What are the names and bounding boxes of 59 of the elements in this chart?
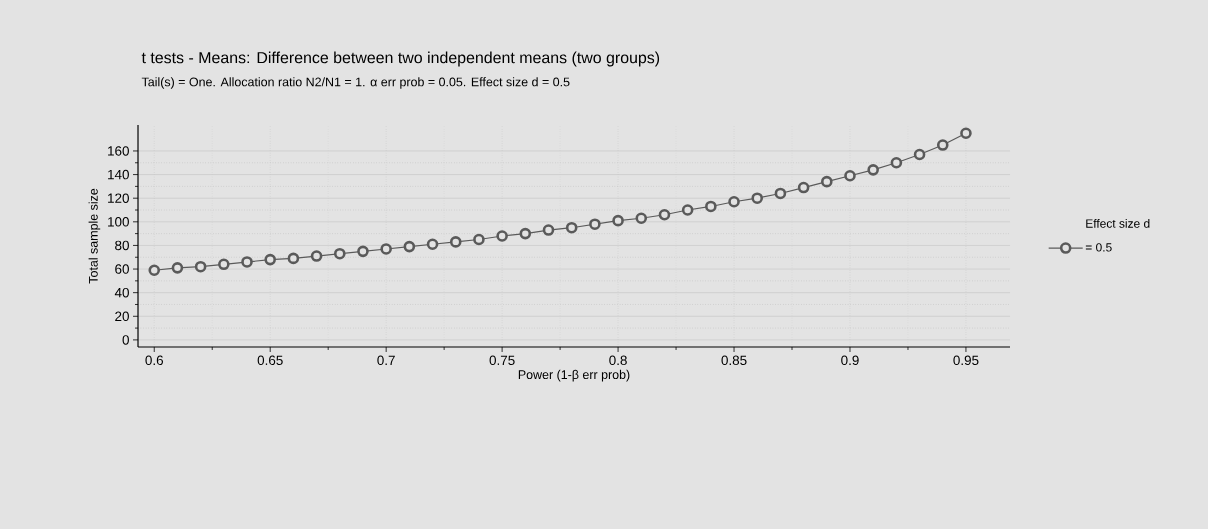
- point: [565, 221, 578, 234]
- point: [821, 175, 833, 188]
- point: [867, 164, 879, 176]
- point: [681, 204, 694, 216]
- x-tick-label: 0.65: [257, 355, 283, 366]
- point: [449, 236, 462, 248]
- point: [241, 256, 253, 268]
- y-tick-label: 140: [108, 169, 129, 180]
- point: [148, 264, 161, 277]
- point: [705, 200, 717, 213]
- point: [171, 262, 184, 274]
- point: [426, 238, 439, 251]
- point: [310, 250, 323, 262]
- point: [960, 127, 972, 140]
- x-tick-label: 0.7: [377, 355, 395, 366]
- x-tick-label: 0.6: [145, 355, 163, 366]
- point: [797, 181, 810, 194]
- point: [473, 233, 485, 246]
- y-tick-label: 40: [114, 287, 129, 298]
- point: [519, 227, 532, 240]
- point: [774, 187, 787, 200]
- chart-title: t tests - Means: Difference between two independent means (two groups): [141, 51, 660, 67]
- point: [844, 169, 856, 182]
- y-tick-label: 100: [108, 217, 129, 227]
- y-tick-label: 160: [108, 146, 129, 156]
- point: [890, 156, 903, 169]
- y-axis-title: Total sample size: [88, 188, 101, 284]
- x-tick-label: 0.9: [841, 355, 859, 366]
- point: [218, 258, 230, 271]
- y-tick-label: 120: [108, 193, 129, 203]
- x-tick-label: 0.95: [953, 355, 979, 366]
- chart-subtitle: Tail(s) = One. Allocation ratio N2/N1 = 1. α err prob = 0.05. Effect size d = 0.5: [141, 77, 570, 89]
- y-tick-label: 0: [122, 335, 129, 345]
- x-tick-label: 0.75: [489, 355, 515, 366]
- point: [612, 214, 624, 227]
- x-tick-label: 0.85: [721, 355, 747, 366]
- point: [380, 243, 392, 255]
- point: [264, 253, 276, 266]
- point: [589, 218, 601, 230]
- y-tick-label: 60: [115, 264, 129, 274]
- x-axis-title: Power (1-β err prob): [518, 369, 630, 382]
- x-tick-label: 0.8: [609, 355, 627, 366]
- point: [542, 224, 555, 236]
- point: [333, 247, 346, 260]
- point: [913, 148, 926, 161]
- point: [728, 195, 740, 208]
- point: [751, 192, 764, 204]
- point: [496, 230, 508, 242]
- point: [635, 212, 648, 225]
- point: [194, 260, 207, 273]
- point: [936, 139, 949, 151]
- point: [658, 208, 671, 221]
- y-tick-label: 80: [115, 240, 129, 251]
- point: [357, 245, 369, 258]
- point: [403, 240, 416, 253]
- legend-label: = 0.5: [1085, 243, 1112, 252]
- point: [287, 252, 300, 265]
- y-tick-label: 20: [115, 311, 129, 322]
- legend-title: Effect size d: [1086, 219, 1150, 228]
